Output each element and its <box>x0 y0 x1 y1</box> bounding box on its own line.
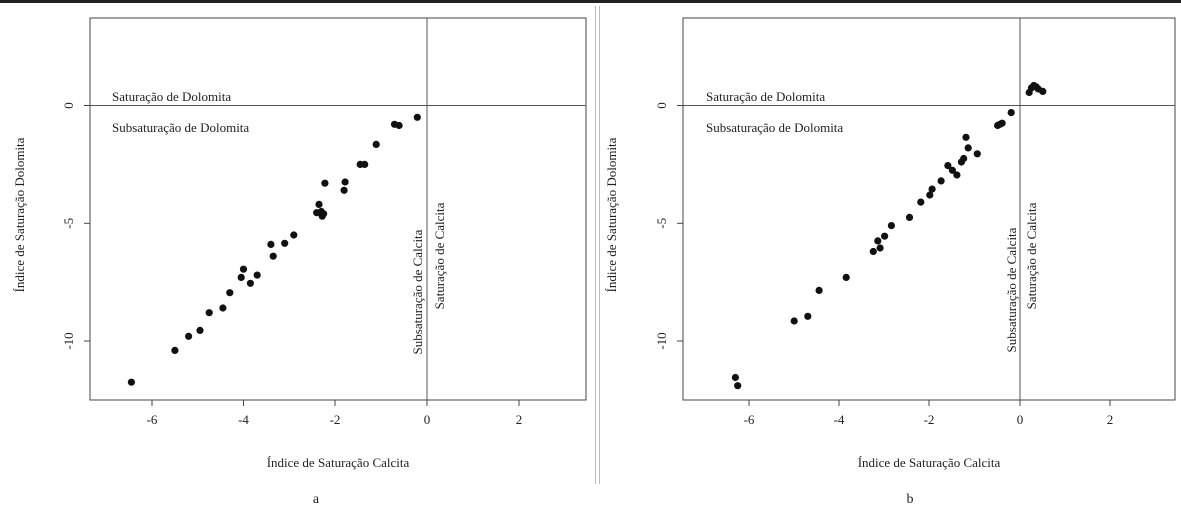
data-point <box>1039 87 1047 95</box>
data-point <box>341 178 349 186</box>
data-point <box>964 144 972 152</box>
data-point <box>973 150 981 158</box>
data-point <box>998 119 1006 127</box>
data-point <box>205 309 213 317</box>
data-point <box>340 186 348 194</box>
x-tick-labels: -6 -4 -2 0 2 <box>147 412 523 427</box>
x-tick-labels: -6 -4 -2 0 2 <box>744 412 1114 427</box>
x-tick-label: 0 <box>424 412 431 427</box>
data-point <box>315 200 323 208</box>
data-point <box>731 373 740 382</box>
data-point <box>1007 109 1015 117</box>
data-point <box>290 231 298 239</box>
data-point <box>253 271 261 279</box>
data-point <box>237 273 245 281</box>
annotation-calcite-saturation: Saturação de Calcita <box>432 202 447 309</box>
data-point <box>874 237 882 245</box>
data-point <box>239 265 248 273</box>
data-point <box>953 171 961 179</box>
panel-divider-line <box>599 6 600 484</box>
data-point <box>320 210 328 218</box>
y-tick-label: -5 <box>61 218 76 229</box>
data-point <box>926 191 934 199</box>
data-point <box>226 289 234 297</box>
data-point <box>804 312 812 320</box>
data-point <box>948 166 957 174</box>
y-tick-label: 0 <box>654 102 669 109</box>
data-point <box>321 179 329 187</box>
y-tick-label: -5 <box>654 218 669 229</box>
data-point <box>413 113 421 121</box>
y-tick-labels: 0 -5 -10 <box>61 102 76 349</box>
x-tick-label: -6 <box>147 412 158 427</box>
panel-label: b <box>907 492 914 507</box>
y-axis-ticks <box>84 105 90 342</box>
data-point <box>905 213 914 221</box>
data-point <box>937 177 945 185</box>
data-point <box>734 382 742 390</box>
annotation-calcite-undersaturation: Subsaturação de Calcita <box>410 229 425 354</box>
plot-area-frame <box>89 17 587 401</box>
data-point <box>944 162 952 170</box>
data-point <box>267 240 275 248</box>
data-point <box>395 121 403 130</box>
data-point <box>962 133 970 141</box>
data-point <box>869 247 877 256</box>
x-tick-label: -2 <box>924 412 935 427</box>
data-point <box>790 317 798 325</box>
annotation-calcite-undersaturation: Subsaturação de Calcita <box>1004 227 1019 352</box>
x-axis-ticks <box>748 400 1111 406</box>
data-point <box>881 232 889 240</box>
panel-label: a <box>313 492 320 507</box>
data-point <box>960 154 968 163</box>
y-axis-label: Índice de Saturação Dolomita <box>12 137 27 292</box>
data-point <box>196 326 204 334</box>
data-point <box>281 239 289 247</box>
scatter-points <box>731 81 1047 390</box>
y-tick-label: -10 <box>61 332 76 349</box>
y-axis-label: Índice de Saturação Dolomita <box>604 137 619 292</box>
x-axis-ticks <box>151 400 520 406</box>
data-point <box>361 160 369 168</box>
annotation-dolomite-saturation: Saturação de Dolomita <box>706 89 825 104</box>
annotation-calcite-saturation: Saturação de Calcita <box>1024 202 1039 309</box>
panel-divider-line <box>595 6 596 484</box>
y-axis-ticks <box>677 105 683 342</box>
data-point <box>171 346 179 354</box>
x-tick-label: -4 <box>834 412 845 427</box>
y-tick-labels: 0 -5 -10 <box>654 102 669 349</box>
y-tick-label: 0 <box>61 102 76 109</box>
data-point <box>246 279 254 287</box>
x-tick-label: 2 <box>516 412 523 427</box>
data-point <box>876 244 884 252</box>
data-point <box>842 273 850 281</box>
x-axis-label: Índice de Saturação Calcita <box>858 455 1001 470</box>
data-point <box>815 286 823 294</box>
data-point <box>219 304 227 312</box>
annotation-dolomite-undersaturation: Subsaturação de Dolomita <box>112 120 249 135</box>
scatter-points <box>127 113 421 386</box>
x-axis-label: Índice de Saturação Calcita <box>267 455 410 470</box>
data-point <box>127 378 135 386</box>
y-tick-label: -10 <box>654 332 669 349</box>
panel-a: -6 -4 -2 0 2 0 -5 -10 Saturação de Dolom… <box>12 17 587 507</box>
x-tick-label: -4 <box>238 412 249 427</box>
x-tick-label: -6 <box>744 412 755 427</box>
annotation-dolomite-undersaturation: Subsaturação de Dolomita <box>706 120 843 135</box>
data-point <box>372 140 380 148</box>
data-point <box>917 198 925 206</box>
data-point <box>887 222 896 230</box>
x-tick-label: 2 <box>1107 412 1114 427</box>
plot-area-frame <box>682 17 1176 401</box>
figure-top-border <box>0 0 1181 3</box>
x-tick-label: -2 <box>330 412 341 427</box>
data-point <box>269 252 277 260</box>
data-point <box>185 332 193 340</box>
x-tick-label: 0 <box>1017 412 1024 427</box>
panel-b: -6 -4 -2 0 2 0 -5 -10 Saturação de Dolom… <box>604 17 1176 507</box>
annotation-dolomite-saturation: Saturação de Dolomita <box>112 89 231 104</box>
data-point <box>928 185 936 193</box>
